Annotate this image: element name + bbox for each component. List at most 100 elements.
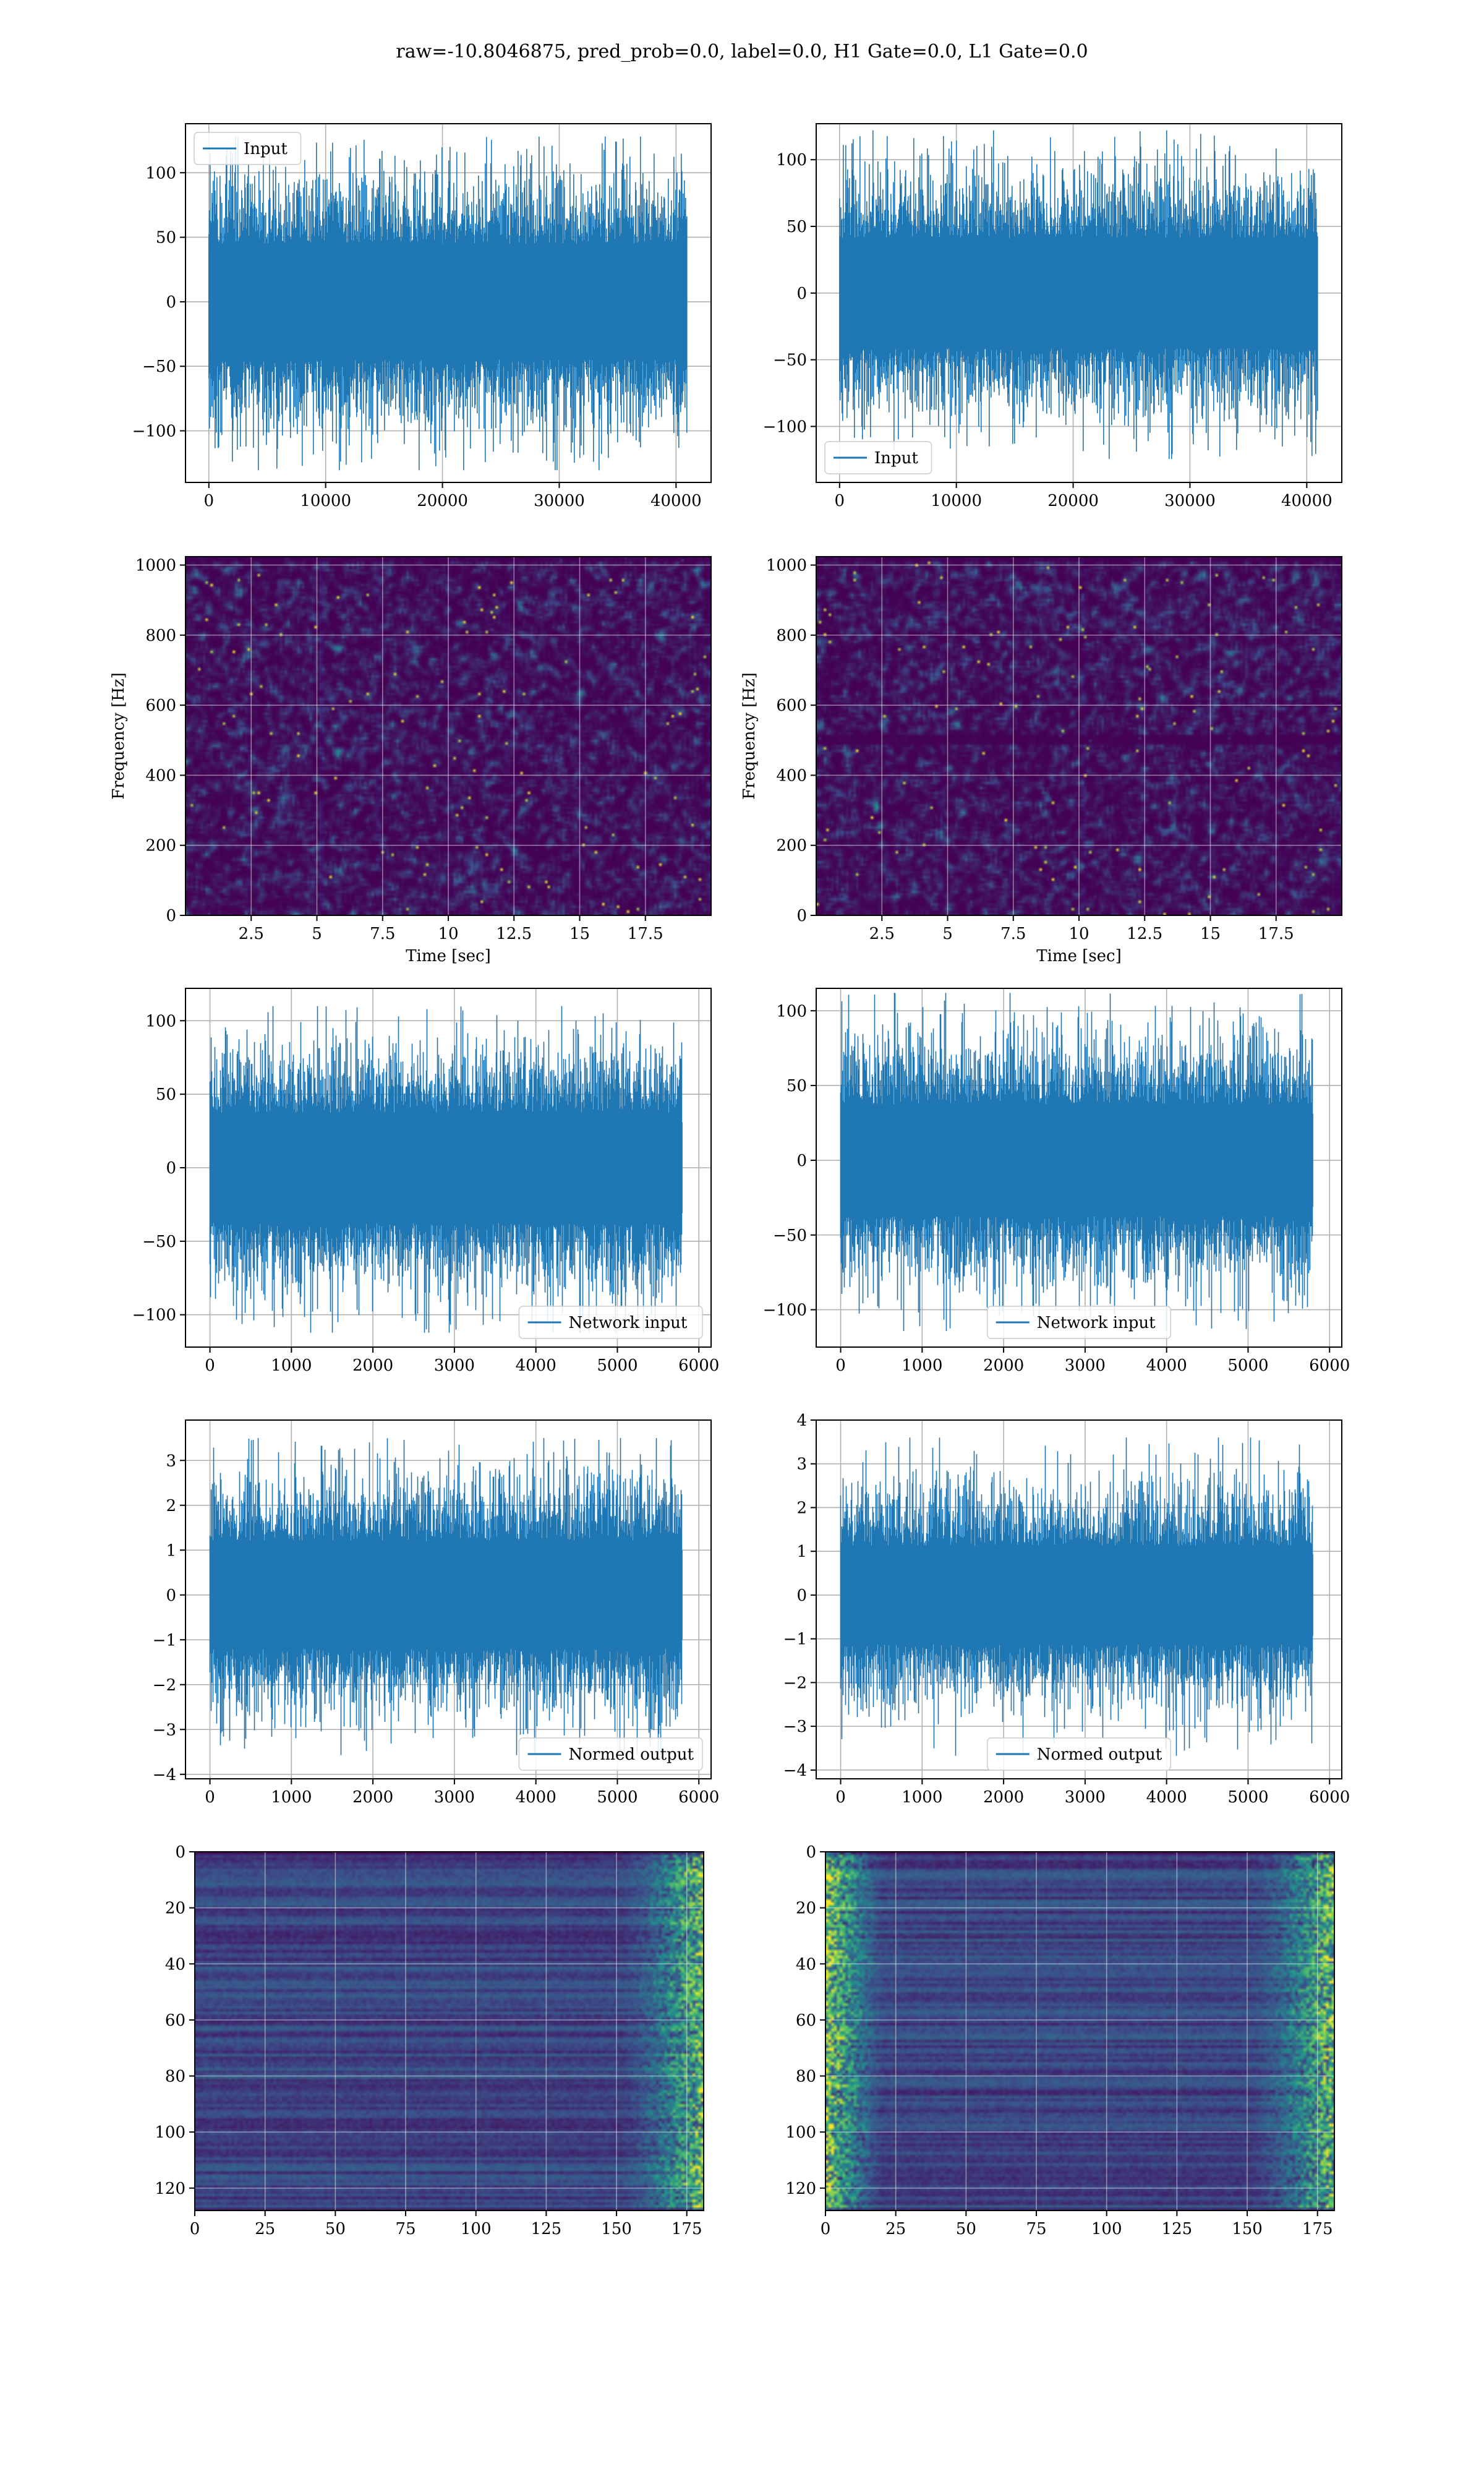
legend-label: Input bbox=[874, 449, 918, 468]
y-tick-label: 0 bbox=[806, 1843, 816, 1862]
x-tick-label: 75 bbox=[1026, 2220, 1046, 2238]
legend-box bbox=[987, 1737, 1171, 1771]
x-tick-label: 2.5 bbox=[239, 925, 264, 943]
legend-label: Input bbox=[244, 140, 288, 158]
axes-frame bbox=[185, 556, 712, 916]
x-tick-label: 3000 bbox=[1065, 1788, 1106, 1807]
chart-spec-right: 2.5 5 7.5 10 12.5 15 17.5 0 200 400 600 800 1000 Time… bbox=[740, 556, 1342, 965]
y-tick-label: 0 bbox=[796, 285, 807, 303]
x-tick-label: 20000 bbox=[1047, 492, 1099, 510]
axes-frame bbox=[185, 1419, 712, 1779]
y-tick-label: 80 bbox=[796, 2068, 816, 2086]
x-tick-label: 6000 bbox=[1309, 1788, 1350, 1807]
y-tick-label: 1 bbox=[796, 1543, 807, 1561]
x-tick-label: 10000 bbox=[300, 492, 351, 510]
x-tick-label: 100 bbox=[1091, 2220, 1122, 2238]
y-tick-label: 40 bbox=[165, 1955, 186, 1974]
legend-label: Network input bbox=[569, 1314, 688, 1332]
y-tick-label: −100 bbox=[763, 417, 807, 436]
series-core bbox=[210, 1550, 683, 1640]
x-tick-label: 0 bbox=[821, 2220, 831, 2238]
chart-spec-left: 2.5 5 7.5 10 12.5 15 17.5 0 200 400 600 800 1000 Time… bbox=[109, 556, 712, 965]
chart-feature-left: 0 25 50 75 100 125 150 175 0 20 40 60 80 100 120 bbox=[155, 1843, 704, 2238]
x-tick-label: 50 bbox=[325, 2220, 346, 2238]
y-tick-label: 400 bbox=[145, 766, 176, 785]
feature-map-image bbox=[195, 1852, 704, 2211]
y-tick-label: 20 bbox=[796, 1899, 816, 1918]
x-tick-label: 0 bbox=[835, 1356, 846, 1375]
y-tick-label: 0 bbox=[796, 1586, 807, 1605]
y-tick-label: 60 bbox=[796, 2011, 816, 2030]
x-axis-label: Time [sec] bbox=[1036, 947, 1122, 965]
y-tick-label: 40 bbox=[796, 1955, 816, 1974]
y-tick-label: −2 bbox=[153, 1676, 176, 1695]
feature-map-image bbox=[825, 1852, 1334, 2211]
y-tick-label: −1 bbox=[783, 1630, 807, 1649]
y-tick-label: 50 bbox=[156, 229, 176, 247]
legend-box bbox=[987, 1306, 1171, 1339]
y-tick-label: −2 bbox=[783, 1674, 807, 1692]
y-tick-label: 100 bbox=[145, 1012, 176, 1030]
x-tick-label: 5 bbox=[942, 925, 953, 943]
legend: Network input bbox=[987, 1306, 1171, 1339]
y-tick-label: 100 bbox=[776, 151, 807, 169]
y-tick-label: 50 bbox=[787, 218, 807, 236]
axes-frame bbox=[816, 556, 1342, 916]
legend: Network input bbox=[518, 1306, 703, 1339]
y-tick-label: 200 bbox=[145, 837, 176, 855]
figure-title: raw=-10.8046875, pred_prob=0.0, label=0.… bbox=[396, 41, 1088, 62]
y-tick-label: −100 bbox=[132, 422, 176, 441]
legend: Normed output bbox=[518, 1737, 703, 1771]
y-tick-label: 200 bbox=[776, 837, 807, 855]
axes-frame bbox=[185, 988, 712, 1348]
x-tick-label: 10 bbox=[1068, 925, 1089, 943]
x-tick-label: 2000 bbox=[352, 1788, 393, 1807]
x-tick-label: 4000 bbox=[516, 1356, 556, 1375]
x-tick-label: 0 bbox=[204, 492, 215, 510]
y-tick-label: 3 bbox=[796, 1455, 807, 1474]
x-tick-label: 5000 bbox=[1227, 1356, 1268, 1375]
x-tick-label: 0 bbox=[835, 1788, 846, 1807]
chart-normed-left: 0 1000 2000 3000 4000 5000 6000 −4 −3 −2 −1 0 1 2 3 Nor… bbox=[153, 1419, 719, 1807]
legend-label: Normed output bbox=[1037, 1745, 1162, 1764]
x-tick-label: 150 bbox=[601, 2220, 632, 2238]
x-tick-label: 2.5 bbox=[869, 925, 895, 943]
y-tick-label: 0 bbox=[166, 1159, 176, 1178]
x-tick-label: 10000 bbox=[931, 492, 982, 510]
x-tick-label: 1000 bbox=[271, 1788, 312, 1807]
legend-label: Normed output bbox=[569, 1745, 694, 1764]
y-tick-label: 600 bbox=[145, 696, 176, 715]
x-tick-label: 12.5 bbox=[1127, 925, 1162, 943]
x-tick-label: 5000 bbox=[597, 1788, 638, 1807]
x-tick-label: 125 bbox=[1162, 2220, 1193, 2238]
x-tick-label: 150 bbox=[1232, 2220, 1263, 2238]
y-tick-label: −3 bbox=[153, 1721, 176, 1739]
y-tick-label: 100 bbox=[155, 2123, 186, 2142]
y-tick-label: 0 bbox=[796, 1152, 807, 1170]
y-tick-label: 1000 bbox=[766, 557, 807, 575]
y-tick-label: −4 bbox=[153, 1766, 176, 1784]
y-tick-label: −3 bbox=[783, 1718, 807, 1736]
axes-frame bbox=[194, 1851, 704, 2211]
y-tick-label: 0 bbox=[166, 907, 176, 925]
y-tick-label: −1 bbox=[153, 1631, 176, 1650]
y-tick-label: 800 bbox=[145, 627, 176, 645]
x-tick-label: 15 bbox=[569, 925, 590, 943]
series-core bbox=[839, 247, 1318, 339]
y-tick-label: 100 bbox=[145, 164, 176, 182]
chart-normed-right: 0 1000 2000 3000 4000 5000 6000 −4 −3 −2 −1 0 1 2 3 4 No… bbox=[783, 1411, 1350, 1807]
axes-frame bbox=[816, 123, 1342, 483]
y-tick-label: 100 bbox=[776, 1002, 807, 1021]
y-tick-label: 120 bbox=[155, 2180, 186, 2198]
y-tick-label: 2 bbox=[166, 1497, 176, 1515]
x-tick-label: 4000 bbox=[1146, 1788, 1187, 1807]
x-tick-label: 15 bbox=[1200, 925, 1221, 943]
x-tick-label: 4000 bbox=[516, 1788, 556, 1807]
y-tick-label: 20 bbox=[165, 1899, 186, 1918]
y-axis-label: Frequency [Hz] bbox=[740, 672, 759, 800]
chart-feature-right: 0 25 50 75 100 125 150 175 0 20 40 60 80 100 120 bbox=[785, 1843, 1335, 2238]
y-tick-label: 60 bbox=[165, 2011, 186, 2030]
legend-box bbox=[518, 1737, 703, 1771]
y-tick-label: 1 bbox=[166, 1541, 176, 1560]
